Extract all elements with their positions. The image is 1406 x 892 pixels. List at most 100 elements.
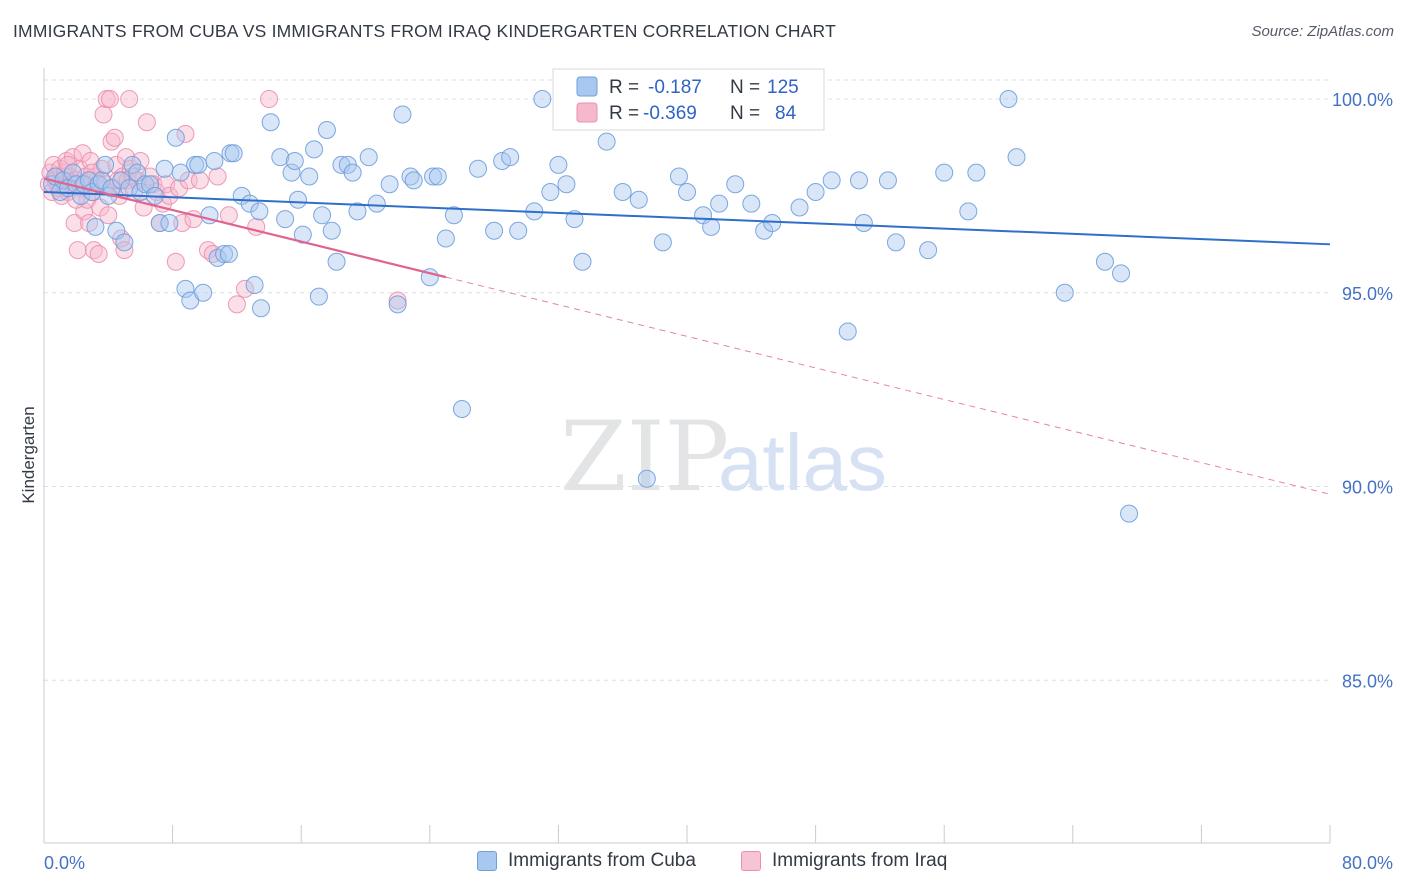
point-cuba <box>533 90 552 108</box>
x-tick-label-min: 0.0% <box>44 853 85 873</box>
point-cuba <box>886 233 905 252</box>
y-tick-label: 90.0% <box>1342 478 1393 498</box>
point-cuba <box>171 163 190 182</box>
axes <box>43 68 1331 844</box>
legend-r-label-iraq: R = <box>609 103 639 124</box>
legend-swatch-cuba <box>576 76 598 97</box>
point-cuba <box>250 202 269 221</box>
point-cuba <box>763 214 782 232</box>
point-cuba <box>141 175 160 194</box>
point-cuba <box>935 163 954 182</box>
legend-r-value-iraq: -0.369 <box>643 103 697 124</box>
point-cuba <box>102 179 121 198</box>
trend-line-iraq-extension <box>445 276 1331 495</box>
point-cuba <box>215 245 234 263</box>
point-cuba <box>1007 148 1026 167</box>
point-cuba <box>282 163 301 182</box>
point-iraq <box>65 214 84 232</box>
point-cuba <box>271 148 290 167</box>
y-axis-label: Kindergarten <box>19 406 38 503</box>
point-cuba <box>702 217 721 236</box>
legend-item-iraq[interactable]: Immigrants from Iraq <box>741 850 947 872</box>
point-cuba <box>436 229 455 248</box>
point-cuba <box>629 190 648 209</box>
point-cuba <box>726 175 745 194</box>
point-cuba <box>806 183 825 201</box>
point-cuba <box>424 167 443 186</box>
trend-lines <box>43 177 1331 495</box>
point-iraq <box>173 214 192 232</box>
point-cuba <box>393 105 412 124</box>
point-iraq <box>99 206 118 225</box>
point-cuba <box>404 171 423 190</box>
point-cuba <box>176 279 195 298</box>
point-iraq <box>208 167 227 186</box>
legend-r-label-cuba: R = <box>609 77 639 98</box>
point-iraq <box>176 124 195 143</box>
point-cuba <box>637 469 656 488</box>
point-cuba <box>452 400 471 418</box>
tick-labels: 85.0% 90.0% 95.0% 100.0% 0.0% 80.0% <box>44 90 1393 873</box>
point-iraq <box>68 241 87 260</box>
point-cuba <box>313 206 332 225</box>
point-cuba <box>189 155 208 174</box>
point-cuba <box>850 171 869 190</box>
point-cuba <box>252 299 271 318</box>
point-iraq <box>235 279 254 298</box>
y-tick-label: 95.0% <box>1342 284 1393 304</box>
point-cuba <box>613 183 632 201</box>
point-iraq <box>219 206 238 225</box>
point-cuba <box>367 194 386 213</box>
point-cuba <box>136 175 155 194</box>
point-iraq <box>89 245 108 263</box>
legend-label-cuba: Immigrants from Cuba <box>508 850 696 871</box>
point-cuba <box>285 152 304 170</box>
point-cuba <box>444 206 463 225</box>
point-cuba <box>155 159 174 178</box>
point-cuba <box>1112 264 1131 283</box>
point-iraq <box>388 291 407 310</box>
point-cuba <box>166 128 185 147</box>
legend-n-label-cuba: N = <box>730 77 760 98</box>
point-cuba <box>327 252 346 271</box>
point-cuba <box>86 217 105 236</box>
point-cuba <box>288 190 307 209</box>
legend-n-value-cuba: 125 <box>767 77 799 98</box>
point-cuba <box>359 148 378 167</box>
point-cuba <box>305 140 324 159</box>
point-cuba <box>309 287 328 306</box>
point-cuba <box>967 163 986 182</box>
point-iraq <box>100 90 119 108</box>
legend-frame <box>552 68 825 131</box>
point-cuba <box>549 155 568 174</box>
point-iraq <box>94 105 113 124</box>
x-tick-label-max: 80.0% <box>1342 853 1393 873</box>
point-cuba <box>822 171 841 190</box>
bottom-legend: Immigrants from Cuba Immigrants from Ira… <box>0 850 1406 880</box>
watermark: ZIP atlas <box>560 401 887 513</box>
point-cuba <box>219 245 238 263</box>
point-iraq <box>190 171 209 190</box>
point-cuba <box>343 163 362 182</box>
point-cuba <box>710 194 729 213</box>
trend-line-cuba <box>43 191 1331 246</box>
legend-item-cuba[interactable]: Immigrants from Cuba <box>477 850 696 872</box>
point-cuba <box>261 113 280 132</box>
point-cuba <box>1095 252 1114 271</box>
point-cuba <box>485 221 504 240</box>
y-tick-label: 85.0% <box>1342 671 1393 691</box>
point-cuba <box>115 233 134 252</box>
point-cuba <box>317 121 336 139</box>
point-cuba <box>565 210 584 229</box>
legend-swatch-cuba-bottom <box>477 851 497 871</box>
point-cuba <box>348 202 367 221</box>
point-iraq <box>166 252 185 271</box>
y-tick-label: 100.0% <box>1332 90 1393 110</box>
point-cuba <box>742 194 761 213</box>
point-cuba <box>919 241 938 260</box>
point-cuba <box>597 132 616 151</box>
watermark-zip: ZIP <box>560 401 729 513</box>
point-iraq <box>105 128 124 147</box>
point-cuba <box>501 148 520 167</box>
